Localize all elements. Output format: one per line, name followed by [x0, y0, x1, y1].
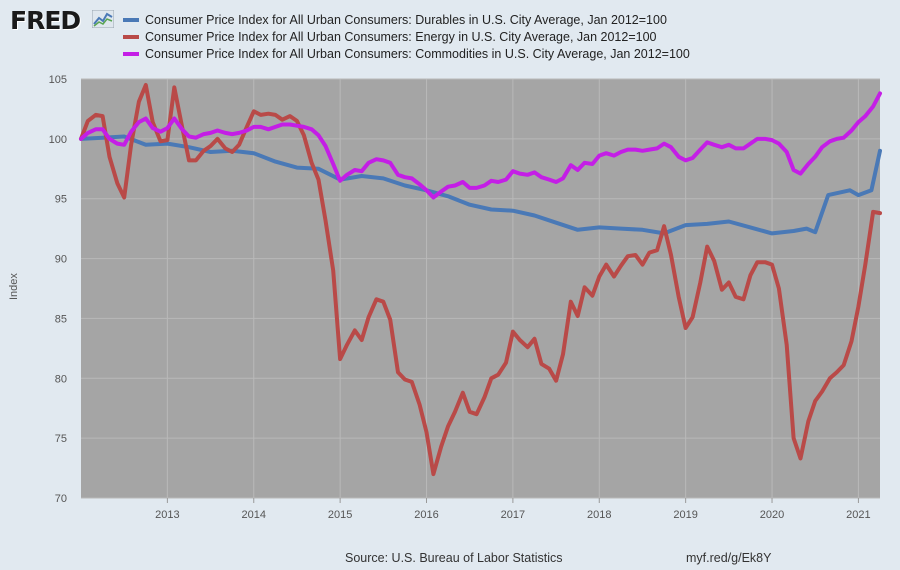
series-line-energy[interactable]: [79, 83, 882, 477]
y-tick-label-100: 100: [49, 134, 67, 146]
x-tick-label-2019: 2019: [673, 509, 697, 521]
fred-logo: FRED: [10, 6, 81, 35]
chart-logo-icon: [92, 10, 114, 28]
y-tick-label-90: 90: [55, 254, 67, 266]
x-tick-label-2014: 2014: [242, 509, 266, 521]
x-tick-label-2016: 2016: [414, 509, 438, 521]
y-tick-label-75: 75: [55, 433, 67, 445]
x-tick-label-2018: 2018: [587, 509, 611, 521]
x-tick-label-2017: 2017: [501, 509, 525, 521]
legend-label-durables: Consumer Price Index for All Urban Consu…: [145, 13, 667, 27]
legend-label-energy: Consumer Price Index for All Urban Consu…: [145, 30, 657, 44]
x-tick-label-2020: 2020: [760, 509, 784, 521]
y-tick-label-105: 105: [49, 74, 67, 86]
chart-legend: Consumer Price Index for All Urban Consu…: [123, 12, 690, 63]
legend-swatch-energy: [123, 34, 139, 39]
x-tick-label-2013: 2013: [155, 509, 179, 521]
legend-item-durables[interactable]: Consumer Price Index for All Urban Consu…: [123, 12, 690, 29]
grid-lines: [81, 78, 880, 499]
y-tick-label-95: 95: [55, 194, 67, 206]
x-tick-label-2015: 2015: [328, 509, 352, 521]
y-axis-ticks: 70 75 80 85 90 95 100 105: [49, 74, 67, 505]
short-url-link[interactable]: myf.red/g/Ek8Y: [686, 551, 772, 565]
legend-item-commodities[interactable]: Consumer Price Index for All Urban Consu…: [123, 46, 690, 63]
x-tick-label-2021: 2021: [846, 509, 870, 521]
series-line-commodities[interactable]: [79, 91, 882, 200]
x-axis-ticks: 2013 2014 2015 2016 2017 2018 2019 2020 2021: [155, 498, 871, 521]
y-tick-label-85: 85: [55, 313, 67, 325]
legend-label-commodities: Consumer Price Index for All Urban Consu…: [145, 47, 690, 61]
y-tick-label-80: 80: [55, 373, 67, 385]
legend-swatch-durables: [123, 17, 139, 22]
source-note: Source: U.S. Bureau of Labor Statistics: [345, 551, 563, 565]
legend-swatch-commodities: [123, 51, 139, 56]
legend-item-energy[interactable]: Consumer Price Index for All Urban Consu…: [123, 29, 690, 46]
plot-background: [81, 79, 880, 498]
y-axis-label: Index: [8, 273, 20, 300]
y-tick-label-70: 70: [55, 493, 67, 505]
series-line-durables[interactable]: [79, 134, 882, 236]
series-lines: [79, 83, 882, 477]
